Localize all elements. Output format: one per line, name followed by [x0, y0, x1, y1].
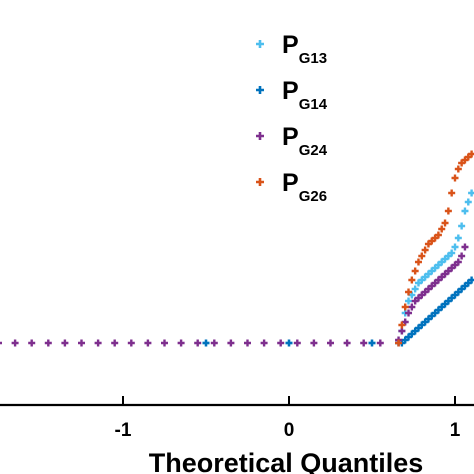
x-tick-label: -1	[115, 420, 132, 441]
legend-marker	[256, 132, 264, 140]
x-tick-label: 0	[284, 420, 295, 441]
data-point	[405, 309, 413, 317]
data-point	[244, 339, 251, 347]
data-point	[293, 339, 301, 347]
data-point	[421, 246, 429, 254]
data-point	[398, 327, 406, 335]
data-point	[61, 339, 69, 347]
data-point	[458, 252, 466, 260]
series-g24	[0, 243, 469, 347]
data-point	[411, 267, 419, 275]
data-point	[464, 198, 472, 206]
legend-item-g26: PG26	[256, 169, 327, 205]
data-point	[310, 339, 318, 347]
data-point	[227, 339, 235, 347]
data-point	[94, 339, 102, 347]
data-point	[11, 339, 19, 347]
legend-item-g13: PG13	[256, 31, 327, 67]
legend: PG13 PG14 PG24 PG26	[256, 31, 328, 205]
data-marks	[0, 150, 474, 347]
data-point	[161, 339, 168, 347]
data-point	[395, 339, 403, 347]
data-point	[444, 207, 452, 215]
data-point	[418, 252, 426, 260]
data-point	[438, 225, 446, 233]
data-point	[451, 174, 459, 182]
data-point	[285, 339, 293, 347]
data-point	[454, 258, 462, 266]
legend-label: PG14	[282, 77, 328, 113]
data-point	[398, 321, 406, 329]
data-point	[408, 276, 416, 284]
data-point	[461, 207, 469, 215]
legend-label: PG26	[282, 169, 327, 205]
legend-item-g14: PG14	[256, 77, 328, 113]
data-point	[194, 339, 202, 347]
legend-item-g24: PG24	[256, 123, 328, 159]
data-point	[111, 339, 119, 347]
data-point	[144, 339, 152, 347]
data-point	[277, 339, 285, 347]
x-axis-title: Theoretical Quantiles	[149, 448, 424, 474]
data-point	[461, 243, 469, 251]
data-point	[448, 189, 456, 197]
data-point	[454, 234, 462, 242]
data-point	[368, 339, 376, 347]
legend-label: PG24	[282, 123, 328, 159]
data-point	[441, 219, 449, 227]
data-point	[360, 339, 368, 347]
data-point	[411, 285, 419, 293]
data-point	[448, 249, 456, 257]
legend-marker	[256, 86, 264, 94]
data-point	[210, 339, 218, 347]
series-g14	[202, 276, 474, 347]
x-tick-label: 1	[450, 420, 461, 441]
data-point	[405, 297, 413, 305]
data-point	[28, 339, 36, 347]
legend-marker	[256, 40, 264, 48]
data-point	[401, 303, 409, 311]
data-point	[434, 231, 442, 239]
data-point	[405, 288, 413, 296]
data-point	[127, 339, 135, 347]
data-point	[327, 339, 334, 347]
data-point	[177, 339, 185, 347]
x-axis-ticks: -1 0 1	[115, 396, 461, 441]
legend-label: PG13	[282, 31, 327, 67]
series-g26	[395, 150, 474, 347]
data-point	[454, 165, 462, 173]
data-point	[468, 189, 474, 197]
series-g13	[202, 189, 474, 347]
data-point	[414, 258, 422, 266]
data-point	[202, 339, 210, 347]
data-point	[44, 339, 52, 347]
data-point	[78, 339, 85, 347]
data-point	[458, 222, 466, 230]
data-point	[343, 339, 351, 347]
data-point	[408, 303, 416, 311]
data-point	[260, 339, 268, 347]
legend-marker	[256, 178, 264, 186]
data-point	[451, 243, 459, 251]
data-point	[376, 339, 384, 347]
data-point	[0, 341, 2, 345]
